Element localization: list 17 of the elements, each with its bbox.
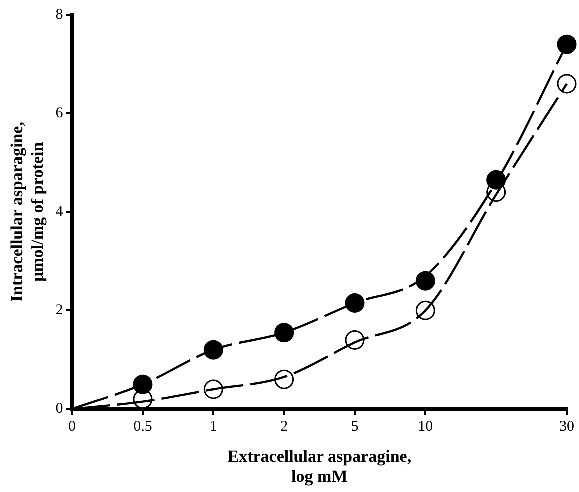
y-axis-title: Intracellular asparagine, μmol/mg of protein [8, 122, 47, 302]
x-tick-label: 1 [210, 419, 218, 436]
x-tick-label: 2 [280, 419, 288, 436]
y-tick-label: 0 [56, 401, 64, 418]
x-tick-label: 30 [560, 419, 574, 436]
point [557, 74, 577, 94]
point [274, 323, 294, 343]
y-tick-label: 8 [56, 6, 64, 23]
x-tick-label: 0 [68, 419, 76, 436]
point [557, 34, 577, 54]
x-axis-title: Extracellular asparagine, log mM [228, 446, 412, 486]
x-tick-label: 5 [351, 419, 359, 436]
y-tick-label: 2 [56, 302, 64, 319]
y-tick-label: 6 [56, 105, 64, 122]
x-tick-label: 10 [418, 419, 434, 436]
y-tick-label: 4 [56, 204, 64, 220]
x-tick-label: 0.5 [134, 419, 152, 436]
